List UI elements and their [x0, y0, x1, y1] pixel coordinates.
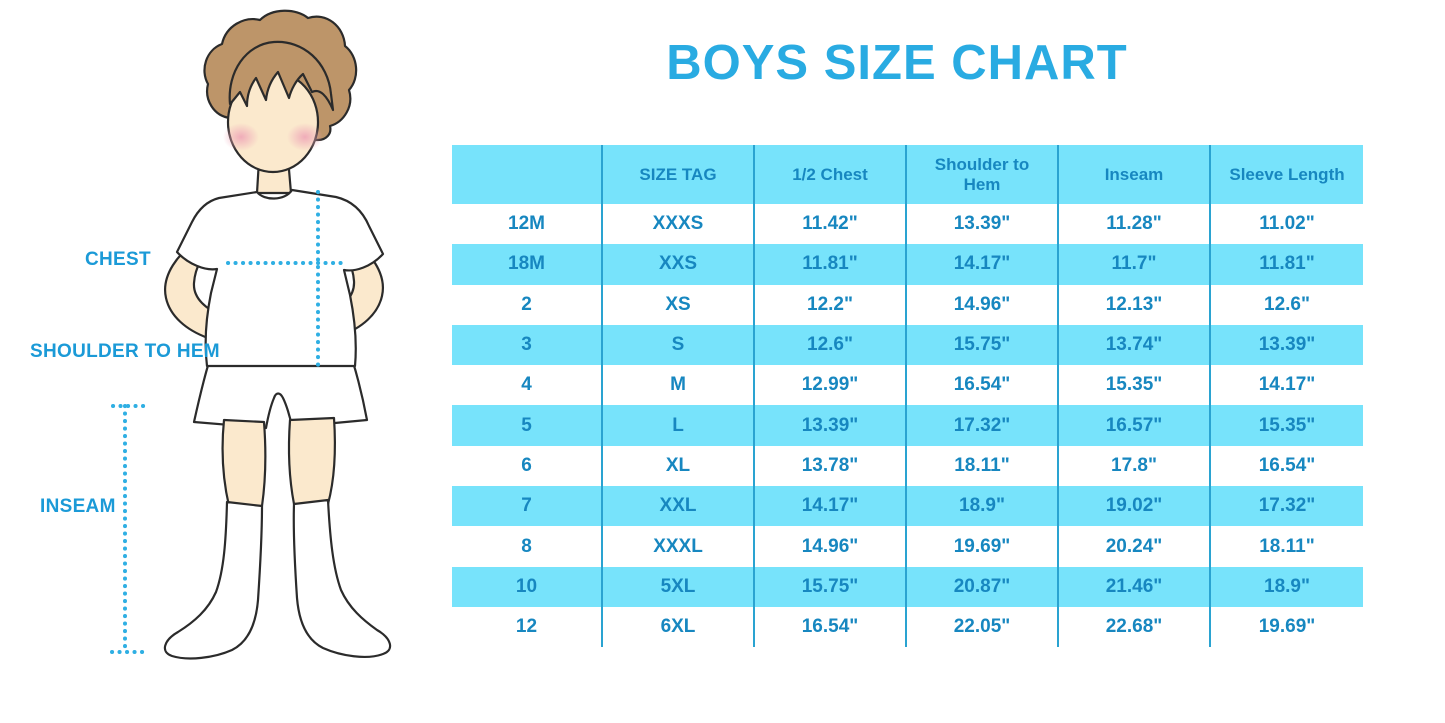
shorts	[192, 360, 369, 430]
measurement-cell: XXXL	[603, 526, 755, 567]
size-row-label: 18M	[452, 244, 603, 285]
measurement-cell: 15.35"	[1059, 365, 1211, 406]
measurement-cell: 11.81"	[1211, 244, 1363, 285]
measurement-cell: 12.2"	[755, 284, 907, 325]
column-header: Inseam	[1059, 145, 1211, 204]
measurement-cell: 17.32"	[907, 405, 1059, 446]
page-title: BOYS SIZE CHART	[666, 36, 1128, 90]
size-row-label: 7	[452, 486, 603, 527]
measurement-cell: 19.69"	[1258, 616, 1316, 638]
measurement-cell: 18.9"	[1211, 566, 1363, 607]
measurement-cell: 12.13"	[1059, 284, 1211, 325]
inseam-label: INSEAM	[40, 496, 116, 517]
measurement-cell: 19.02"	[1059, 486, 1211, 527]
measurement-cell: 11.42"	[755, 204, 907, 245]
measurement-cell: 11.81"	[755, 244, 907, 285]
left-sock	[163, 500, 264, 660]
measurement-cell: 14.17"	[755, 486, 907, 527]
boy-measurement-figure	[0, 0, 450, 700]
t-shirt	[175, 188, 385, 368]
blush-left	[223, 123, 259, 151]
measurement-cell: 21.46"	[1059, 566, 1211, 607]
measurement-cell: 17.8"	[1059, 445, 1211, 487]
column-header: Sleeve Length	[1211, 145, 1363, 204]
measurement-cell: 18.11"	[1259, 535, 1315, 557]
measurement-cell: 22.68"	[1059, 606, 1211, 648]
column-header: Shoulder to Hem	[907, 145, 1059, 204]
measurement-cell: 11.28"	[1059, 204, 1211, 245]
measurement-cell: 16.57"	[1059, 405, 1211, 446]
measurement-cell: 20.24"	[1059, 526, 1211, 567]
measurement-cell: 15.35"	[1211, 405, 1363, 446]
size-row-label: 3	[452, 324, 603, 366]
measurement-cell: S	[603, 324, 755, 366]
measurement-cell: 13.74"	[1059, 324, 1211, 366]
size-row-label: 12	[452, 606, 603, 648]
size-row-label: 12M	[452, 204, 603, 245]
chest-label: CHEST	[85, 249, 151, 270]
measurement-cell: XS	[603, 284, 755, 325]
measurement-cell: 14.96"	[755, 526, 907, 567]
measurement-cell: 14.17"	[1258, 374, 1316, 396]
size-chart-table: SIZE TAG 1/2 Chest Shoulder to Hem Inseam Sl…	[452, 145, 1363, 648]
measurement-cell: 22.05"	[907, 606, 1059, 648]
measurement-cell: 13.39"	[755, 405, 907, 446]
measurement-cell: 13.39"	[1211, 324, 1363, 366]
column-header: 1/2 Chest	[755, 145, 907, 204]
measurement-cell: XXS	[603, 244, 755, 285]
measurement-cell: 20.87"	[907, 566, 1059, 607]
size-row-label: 8	[452, 526, 603, 567]
size-row-label: 2	[452, 284, 603, 325]
right-sock	[292, 498, 392, 658]
measurement-cell: 11.02"	[1259, 213, 1315, 235]
measurement-cell: XL	[603, 445, 755, 487]
measurement-cell: 14.17"	[907, 244, 1059, 285]
column-header	[452, 145, 603, 204]
size-row-label: 5	[452, 405, 603, 446]
size-row-label: 4	[452, 365, 603, 406]
measurement-cell: M	[603, 365, 755, 406]
boy-figure-svg	[110, 9, 392, 660]
measurement-cell: 6XL	[603, 606, 755, 648]
measurement-cell: 19.69"	[907, 526, 1059, 567]
size-row-label: 6	[452, 445, 603, 487]
column-header: SIZE TAG	[603, 145, 755, 204]
hair-fringe	[228, 40, 335, 112]
measurement-cell: 13.39"	[907, 204, 1059, 245]
shoulder-to-hem-label: SHOULDER TO HEM	[30, 341, 220, 362]
measurement-cell: XXL	[603, 486, 755, 527]
measurement-cell: 17.32"	[1211, 486, 1363, 527]
right-leg	[287, 416, 337, 506]
measurement-cell: 12.6"	[755, 324, 907, 366]
measurement-cell: 12.99"	[755, 365, 907, 406]
measurement-cell: 13.78"	[755, 445, 907, 487]
measurement-cell: 12.6"	[1264, 293, 1310, 315]
measurement-cell: XXXS	[603, 204, 755, 245]
measurement-cell: L	[603, 405, 755, 446]
blush-right	[287, 123, 323, 151]
measurement-cell: 5XL	[603, 566, 755, 607]
measurement-cell: 18.11"	[907, 445, 1059, 487]
measurement-cell: 16.54"	[907, 365, 1059, 406]
measurement-cell: 15.75"	[755, 566, 907, 607]
size-row-label: 10	[452, 566, 603, 607]
left-leg	[221, 418, 267, 508]
measurement-cell: 11.7"	[1059, 244, 1211, 285]
measurement-cell: 18.9"	[907, 486, 1059, 527]
measurement-cell: 14.96"	[907, 284, 1059, 325]
measurement-cell: 15.75"	[907, 324, 1059, 366]
measurement-cell: 16.54"	[1258, 454, 1316, 476]
measurement-cell: 16.54"	[755, 606, 907, 648]
